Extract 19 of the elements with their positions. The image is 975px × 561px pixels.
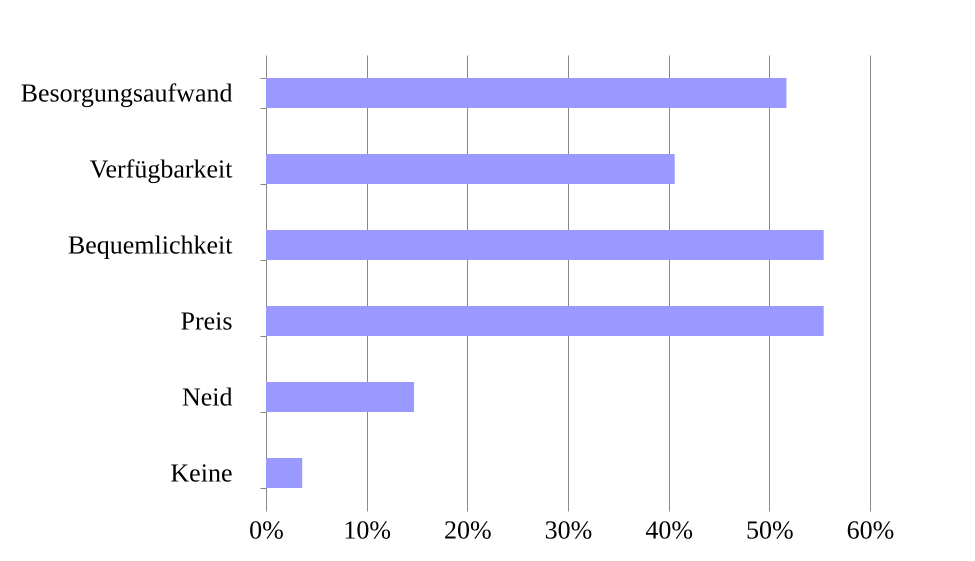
x-tick-label: 50% [746,516,794,544]
bar [266,458,302,488]
x-tick-label: 20% [444,516,492,544]
x-tick-label: 30% [544,516,592,544]
bar [266,306,824,336]
y-tick-label: Neid [182,382,232,412]
y-tick-label: Bequemlichkeit [68,230,234,260]
y-tick-label: Preis [180,306,232,336]
x-tick-label: 0% [249,516,284,544]
y-tick-label: Keine [170,458,232,488]
x-tick-label: 60% [846,516,894,544]
bar [266,154,675,184]
x-tick-label: 10% [343,516,392,544]
bar [266,382,414,412]
y-tick-label: Besorgungsaufwand [20,78,232,108]
y-tick-label: Verfügbarkeit [90,154,234,184]
bar [266,78,786,108]
bar [266,230,824,260]
x-tick-label: 40% [645,516,694,544]
